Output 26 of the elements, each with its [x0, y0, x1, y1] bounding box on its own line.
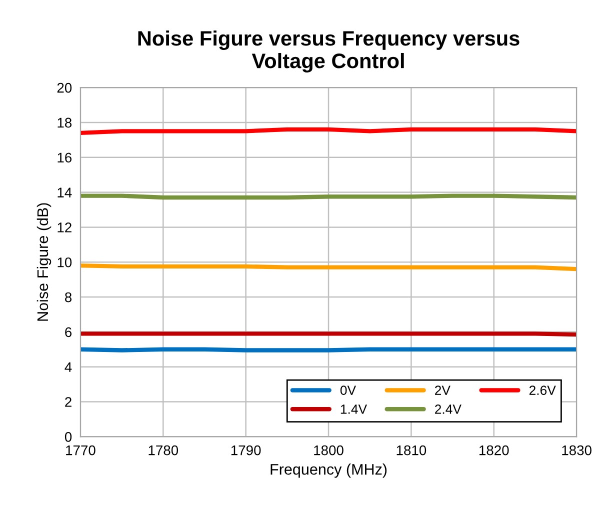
- y-axis-title: Noise Figure (dB): [36, 203, 52, 321]
- x-tick-label: 1790: [231, 445, 261, 456]
- legend-label: 2V: [435, 386, 450, 395]
- y-tick-label: 14: [58, 188, 72, 198]
- y-tick-label: 8: [65, 292, 72, 302]
- y-tick-label: 6: [65, 327, 72, 338]
- y-tick-label: 4: [64, 362, 72, 372]
- x-tick-label: 1830: [562, 445, 592, 456]
- y-tick-label: 16: [58, 152, 72, 163]
- chart-title: Noise Figure versus Frequency versus Voltage Control: [138, 30, 520, 73]
- y-tick-label: 10: [58, 257, 72, 268]
- y-tick-label: 12: [58, 222, 72, 232]
- legend-label: 0V: [340, 386, 356, 395]
- x-axis-title: Frequency (MHz): [270, 464, 387, 478]
- x-tick-label: 1780: [148, 445, 178, 456]
- x-tick-label: 1810: [396, 445, 426, 456]
- y-tick-label: 0: [64, 432, 72, 442]
- y-tick-label: 18: [58, 118, 72, 128]
- legend-label: 1.4V: [340, 404, 368, 414]
- legend-label: 2.4V: [435, 404, 462, 414]
- y-tick-label: 20: [57, 82, 72, 93]
- x-tick-label: 1800: [314, 445, 344, 456]
- x-tick-label: 1770: [66, 445, 96, 456]
- legend-label: 2.6V: [529, 386, 556, 395]
- y-tick-label: 2: [65, 397, 72, 407]
- x-tick-label: 1820: [479, 445, 509, 456]
